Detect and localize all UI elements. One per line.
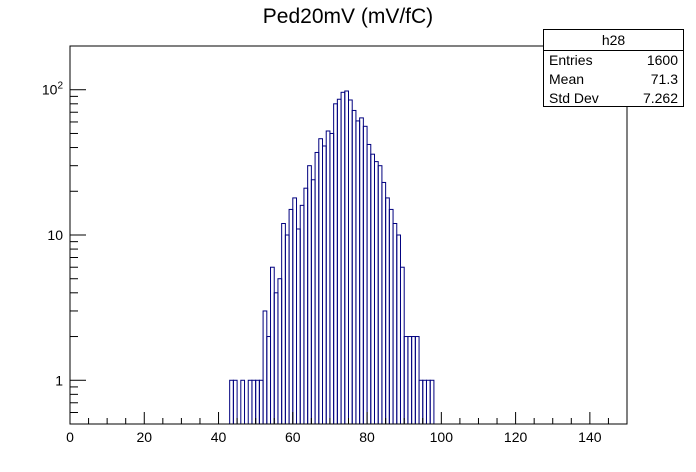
histogram-bin	[370, 153, 375, 425]
histogram-bin	[303, 187, 309, 425]
histogram-bin	[429, 379, 435, 425]
stats-stddev-label: Std Dev	[549, 90, 599, 106]
histogram-bin	[240, 379, 246, 425]
histogram-bin	[318, 138, 324, 425]
histogram-bin	[322, 145, 327, 425]
histogram-bin	[407, 336, 413, 425]
histogram-bin	[329, 132, 335, 425]
histogram-layer	[229, 90, 435, 425]
y-tick-label: 102	[42, 81, 64, 98]
histogram-bin	[247, 379, 253, 425]
stats-entries-label: Entries	[549, 52, 593, 68]
histogram-bin	[255, 379, 260, 425]
y-tick-label: 10	[47, 227, 63, 243]
histogram-bin	[422, 379, 427, 425]
histogram-bin	[307, 165, 312, 425]
histogram-bin	[403, 336, 409, 425]
histogram-bin	[251, 379, 257, 425]
x-tick-label: 100	[430, 429, 454, 445]
stats-mean-label: Mean	[549, 71, 585, 87]
x-tick-label: 0	[66, 429, 74, 445]
x-tick-label: 60	[285, 429, 301, 445]
histogram-bin	[229, 379, 234, 425]
stats-box: h28 Entries 1600 Mean 71.3 Std Dev 7.262	[543, 29, 684, 107]
histogram-bin	[262, 310, 268, 425]
histogram-bin	[299, 204, 305, 425]
histogram-bin	[281, 222, 286, 425]
histogram-bin	[425, 379, 431, 425]
histogram-bin	[340, 91, 346, 425]
histogram-bin	[284, 234, 290, 425]
x-tick-label: 80	[359, 429, 375, 445]
stats-row-entries: Entries 1600	[544, 51, 683, 70]
histogram-bin	[277, 278, 283, 425]
histogram-bin	[333, 103, 338, 425]
histogram-bin	[355, 120, 361, 425]
histogram-bin	[414, 336, 420, 425]
histogram-bin	[411, 336, 416, 425]
stats-row-stddev: Std Dev 7.262	[544, 89, 683, 108]
histogram-bin	[292, 197, 298, 425]
histogram-bin	[296, 228, 301, 425]
x-tick-label: 140	[578, 429, 602, 445]
histogram-bin	[336, 98, 342, 425]
histogram-bin	[366, 143, 372, 425]
histogram-bin	[392, 222, 398, 425]
stats-histogram-name: h28	[544, 30, 683, 51]
histogram-bin	[362, 125, 368, 425]
x-tick-label: 20	[136, 429, 152, 445]
histogram-bin	[388, 208, 394, 425]
stats-entries-value: 1600	[646, 52, 678, 68]
histogram-bin	[373, 161, 379, 425]
x-tick-label: 120	[504, 429, 528, 445]
histogram-bin	[418, 379, 424, 425]
histogram-bin	[258, 379, 264, 425]
histogram-bin	[273, 292, 279, 425]
histogram-bin	[314, 151, 320, 425]
stats-stddev-value: 7.262	[642, 90, 678, 106]
histogram-bin	[396, 234, 401, 425]
histogram-bin	[399, 266, 405, 425]
histogram-bin	[325, 130, 331, 425]
histogram-bin	[344, 90, 349, 425]
histogram-bin	[377, 165, 383, 425]
stats-row-mean: Mean 71.3	[544, 70, 683, 89]
histogram-bin	[348, 99, 353, 425]
y-tick-label: 1	[55, 372, 63, 388]
histogram-bin	[381, 181, 387, 425]
histogram-bin	[270, 266, 275, 425]
histogram-bin	[310, 179, 316, 425]
histogram-bin	[385, 197, 390, 425]
x-tick-label: 40	[211, 429, 227, 445]
histogram-bin	[351, 109, 357, 425]
histogram-bin	[288, 208, 294, 425]
stats-mean-value: 71.3	[650, 71, 678, 87]
x-axis: 0 20 40 60 80 100 120 140	[66, 412, 628, 445]
histogram-bin	[266, 336, 272, 425]
chart-title: Ped20mV (mV/fC)	[262, 5, 434, 28]
histogram-bin	[232, 379, 238, 425]
y-axis: 1 10 102	[42, 45, 86, 425]
histogram-bin	[359, 117, 364, 425]
